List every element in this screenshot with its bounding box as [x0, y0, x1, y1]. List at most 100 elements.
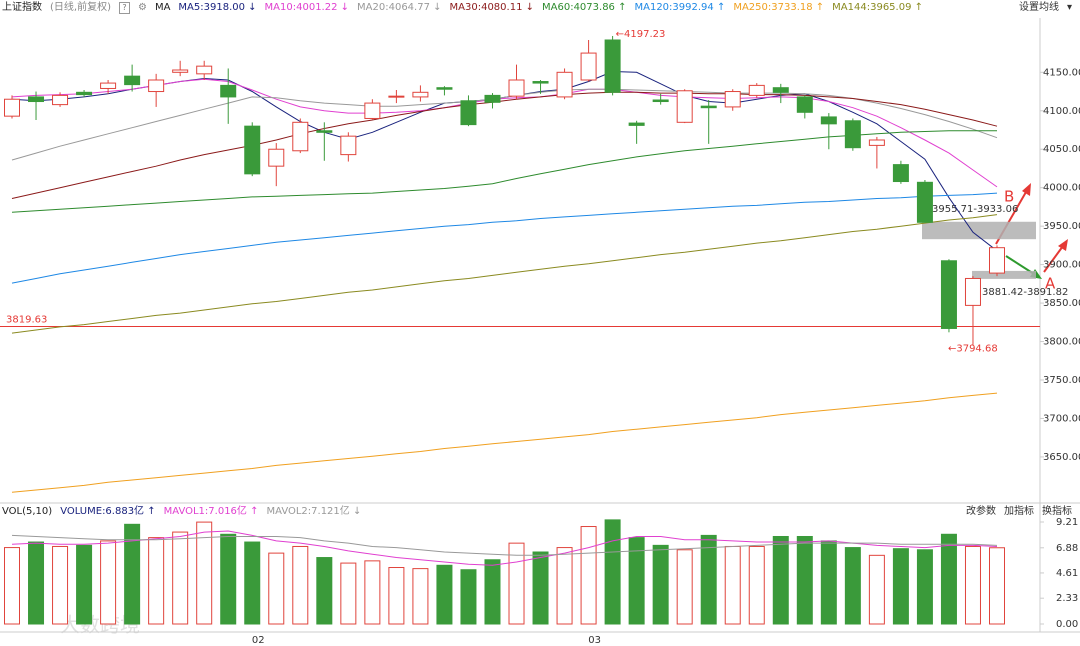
price-zone: [972, 270, 1036, 279]
zone-label: 3881.42-3891.82: [982, 287, 1068, 298]
candle-body: [508, 79, 525, 97]
candle-body: [172, 69, 189, 73]
y-tick-label: 3800.00: [1043, 337, 1080, 348]
candle-body: [124, 75, 141, 86]
legend-entry: MA250:3733.18 ↑: [733, 2, 825, 13]
volume-bar: [388, 567, 405, 625]
candle-body: [868, 139, 885, 146]
volume-bar: [100, 540, 117, 625]
candle-body: [484, 94, 501, 103]
volume-bar: [676, 549, 693, 625]
candle-body: [844, 120, 861, 149]
y-tick-label: 4.61: [1056, 568, 1078, 579]
legend-entry: VOLUME:6.883亿 ↑: [60, 506, 156, 517]
ma-line: [11, 192, 998, 284]
y-tick-label: 3700.00: [1043, 413, 1080, 424]
candle-body: [100, 82, 117, 89]
candle-body: [436, 87, 453, 90]
candle-body: [4, 98, 20, 117]
y-tick-label: 3950.00: [1043, 221, 1080, 232]
index-mode: (日线,前复权): [50, 2, 111, 13]
legend-entry: MA20:4064.77 ↓: [357, 2, 442, 13]
action-button[interactable]: 改参数: [966, 506, 996, 517]
volume-bar: [316, 557, 333, 625]
reference-label: 3819.63: [6, 314, 47, 325]
settings-button[interactable]: 设置均线: [1018, 2, 1059, 13]
candle-body: [220, 84, 237, 98]
ma-line: [11, 214, 998, 334]
volume-bar: [916, 549, 933, 625]
volume-bar: [796, 535, 813, 625]
ma-line: [11, 78, 998, 188]
candle-body: [700, 105, 717, 109]
candle-body: [460, 100, 477, 126]
candle-body: [796, 96, 813, 113]
ma-line: [11, 392, 998, 493]
ma-line: [11, 91, 998, 199]
legend-entry: MA10:4001.22 ↓: [264, 2, 350, 13]
help-icon[interactable]: ?: [118, 2, 130, 14]
legend-entry: MA30:4080.11 ↓: [449, 2, 534, 13]
y-tick-label: 4150.00: [1043, 67, 1080, 78]
settings[interactable]: 设置均线 ▾: [1019, 0, 1072, 16]
volume-bar: [76, 544, 93, 625]
legend-entry: MA5:3918.00 ↓: [178, 2, 257, 13]
y-tick-label: 4000.00: [1043, 183, 1080, 194]
index-name: 上证指数: [2, 2, 42, 13]
legend-entry: MA60:4073.86 ↑: [542, 2, 627, 13]
candle-body: [340, 135, 357, 156]
gear-icon[interactable]: ⚙: [137, 2, 147, 13]
arrow: [1043, 245, 1064, 273]
y-tick-label: 3650.00: [1043, 452, 1080, 463]
volume-bar: [868, 554, 885, 625]
y-tick-label: 2.33: [1056, 593, 1078, 604]
x-tick-label: 03: [588, 635, 601, 646]
y-tick-label: 4050.00: [1043, 144, 1080, 155]
volume-bar: [460, 569, 477, 625]
volume-bar: [532, 551, 549, 625]
candle-body: [52, 94, 69, 106]
y-tick-label: 6.88: [1056, 543, 1078, 554]
volume-bar: [556, 547, 573, 625]
y-tick-label: 3900.00: [1043, 260, 1080, 271]
candle-body: [76, 91, 93, 96]
volume-bar: [700, 534, 717, 625]
candle-body: [364, 102, 381, 119]
volume-bar: [28, 541, 45, 625]
volume-bar: [412, 568, 429, 625]
candle-body: [28, 96, 45, 103]
candle-body: [964, 277, 981, 306]
volume-bar: [989, 547, 1005, 625]
volume-bar: [964, 545, 981, 625]
volume-bar: [604, 519, 621, 625]
candle-body: [412, 91, 429, 98]
y-tick-label: 4100.00: [1043, 106, 1080, 117]
volume-bar: [52, 545, 69, 625]
legend-entry: MA120:3992.94 ↑: [634, 2, 726, 13]
candle-body: [556, 71, 573, 98]
zone-label: 3955.71-3933.06: [932, 204, 1018, 215]
volume-bar: [772, 535, 789, 625]
legend-entry: MAVOL2:7.121亿 ↓: [266, 506, 362, 517]
action-button[interactable]: 换指标: [1042, 506, 1072, 517]
dropdown-icon: ▾: [1066, 2, 1072, 13]
volume-bar: [844, 547, 861, 625]
candle-body: [676, 90, 693, 123]
volume-bar: [172, 531, 189, 625]
action-button[interactable]: 加指标: [1004, 506, 1034, 517]
annotation: A: [1045, 275, 1056, 293]
legend-entry: MAVOL1:7.016亿 ↑: [163, 506, 259, 517]
candle-body: [820, 116, 837, 125]
volume-bar: [652, 544, 669, 625]
price-zone: [922, 221, 1036, 240]
candle-body: [268, 148, 285, 167]
candle-body: [580, 52, 597, 81]
volume-bar: [508, 542, 525, 625]
y-tick-label: 3750.00: [1043, 375, 1080, 386]
candle-body: [292, 121, 309, 152]
volume-bar: [340, 562, 357, 625]
candle-body: [940, 260, 957, 329]
volume-bar: [892, 548, 909, 625]
volume-ma-line: [11, 534, 998, 556]
